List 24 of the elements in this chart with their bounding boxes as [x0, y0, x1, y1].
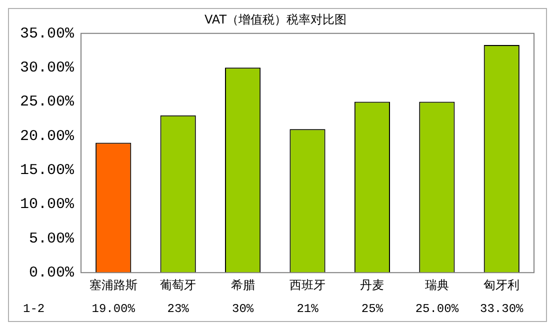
data-label: 21% [296, 302, 320, 316]
y-tick-label: 35.00% [20, 25, 75, 42]
y-tick-label: 0.00% [28, 264, 75, 282]
x-tick-label: 塞浦路斯 [89, 278, 138, 292]
x-tick-label: 西班牙 [290, 278, 326, 292]
y-tick-label: 30.00% [20, 60, 75, 77]
data-label: 19.00% [92, 302, 136, 316]
x-tick-label: 瑞典 [424, 278, 449, 292]
text: 1-2 [23, 302, 45, 316]
data-label: 33.30% [480, 302, 524, 316]
x-tick-label: 匈牙利 [484, 278, 520, 292]
y-tick-label: 25.00% [20, 94, 75, 111]
y-tick-label: 5.00% [28, 230, 75, 248]
data-label: 25.00% [415, 302, 460, 316]
x-tick-label: 葡萄牙 [160, 278, 196, 292]
data-label: 30% [232, 302, 254, 316]
data-label: 25% [361, 302, 384, 316]
x-tick-label: 希腊 [230, 278, 255, 292]
x-tick-label: 丹麦 [360, 278, 384, 292]
y-tick-label: 15.00% [20, 162, 75, 180]
data-label: 23% [167, 302, 190, 316]
y-tick-label: 10.00% [20, 196, 75, 214]
chart-title: VAT（增值税）税率对比图 [204, 12, 347, 26]
y-tick-label: 20.00% [20, 128, 75, 145]
